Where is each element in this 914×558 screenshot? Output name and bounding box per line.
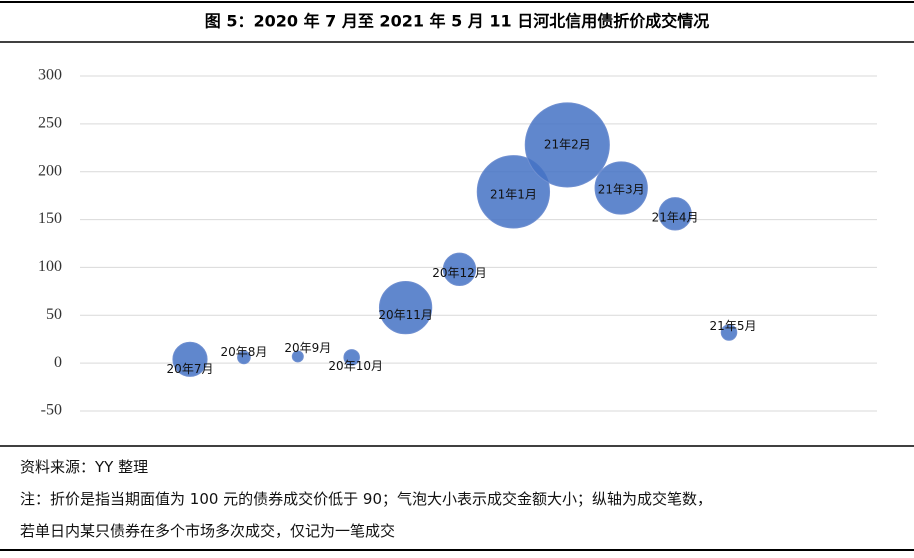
bubble [658, 197, 692, 231]
chart-title: 图 5：2020 年 7 月至 2021 年 5 月 11 日河北信用债折价成交… [205, 12, 709, 31]
bubble [378, 280, 433, 335]
bubble [720, 324, 738, 341]
bubble [442, 252, 477, 287]
y-tick-label: 200 [38, 162, 62, 179]
bubble-label: 20年8月 [220, 345, 267, 359]
y-tick-label: 0 [54, 354, 62, 371]
bubble-label: 21年1月 [490, 187, 537, 201]
bubble [476, 155, 551, 229]
bubble-label: 20年9月 [284, 341, 331, 355]
bubble [237, 350, 251, 365]
bubble-label: 20年7月 [167, 362, 214, 376]
bubble-label: 21年2月 [544, 137, 591, 151]
y-tick-label: 250 [38, 115, 62, 132]
note-line: 若单日内某只债券在多个市场多次成交，仅记为一笔成交 [20, 522, 396, 540]
y-tick-label: -50 [41, 402, 62, 419]
bubble-label: 20年10月 [328, 359, 383, 373]
bubble [172, 341, 208, 377]
bubble [524, 102, 610, 188]
note-line: 注：折价是指当期面值为 100 元的债券成交价低于 90；气泡大小表示成交金额大… [20, 490, 713, 508]
source: 资料来源：YY 整理 [20, 458, 149, 476]
y-tick-label: 300 [38, 67, 62, 84]
bubble-label: 20年11月 [378, 308, 433, 322]
bubble [343, 349, 360, 366]
y-tick-label: 100 [38, 258, 62, 275]
bubble [291, 350, 304, 363]
y-tick-label: 150 [38, 210, 62, 227]
bubble [594, 161, 648, 215]
bubble-label: 21年4月 [652, 210, 699, 224]
bubble-label: 21年3月 [598, 182, 645, 196]
y-tick-label: 50 [46, 306, 62, 323]
bubble-label: 21年5月 [710, 319, 757, 333]
bubble-label: 20年12月 [432, 266, 487, 280]
